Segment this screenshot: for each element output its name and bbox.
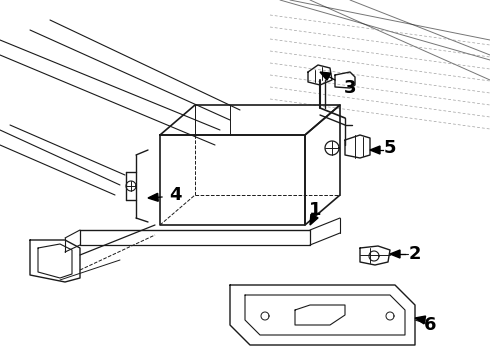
Polygon shape xyxy=(148,193,158,201)
Polygon shape xyxy=(415,316,426,324)
Text: 2: 2 xyxy=(409,245,421,263)
Polygon shape xyxy=(390,250,400,258)
Polygon shape xyxy=(310,214,318,225)
Text: 3: 3 xyxy=(344,79,356,97)
Polygon shape xyxy=(320,72,331,80)
Text: 6: 6 xyxy=(424,316,436,334)
Text: 5: 5 xyxy=(384,139,396,157)
Text: 4: 4 xyxy=(169,186,181,204)
Text: 1: 1 xyxy=(309,201,321,219)
Polygon shape xyxy=(370,146,380,154)
